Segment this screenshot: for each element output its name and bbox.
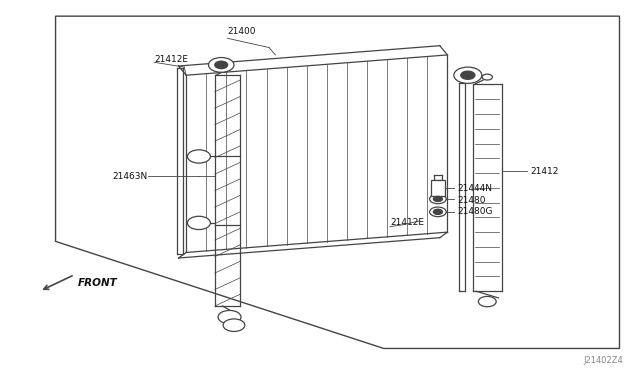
Circle shape	[454, 67, 482, 83]
Bar	[431, 180, 445, 196]
Text: 21480G: 21480G	[457, 206, 493, 216]
Circle shape	[223, 319, 245, 331]
Text: 21444N: 21444N	[457, 185, 492, 193]
Circle shape	[461, 71, 475, 79]
Circle shape	[429, 194, 446, 204]
Text: 21400: 21400	[228, 28, 256, 36]
Text: 21463N: 21463N	[113, 172, 148, 181]
Circle shape	[478, 296, 496, 307]
Circle shape	[188, 216, 211, 230]
Circle shape	[215, 61, 228, 68]
Circle shape	[218, 310, 241, 324]
Text: J21402Z4: J21402Z4	[583, 356, 623, 365]
Circle shape	[433, 196, 442, 202]
Text: 21480: 21480	[457, 196, 486, 205]
Text: 21412: 21412	[531, 167, 559, 176]
Text: 21412E: 21412E	[390, 218, 424, 227]
Text: FRONT: FRONT	[78, 278, 118, 288]
Circle shape	[209, 58, 234, 72]
Circle shape	[482, 74, 492, 80]
Text: 21412E: 21412E	[154, 55, 188, 64]
Circle shape	[433, 209, 442, 214]
Circle shape	[188, 150, 211, 163]
Circle shape	[429, 207, 446, 217]
